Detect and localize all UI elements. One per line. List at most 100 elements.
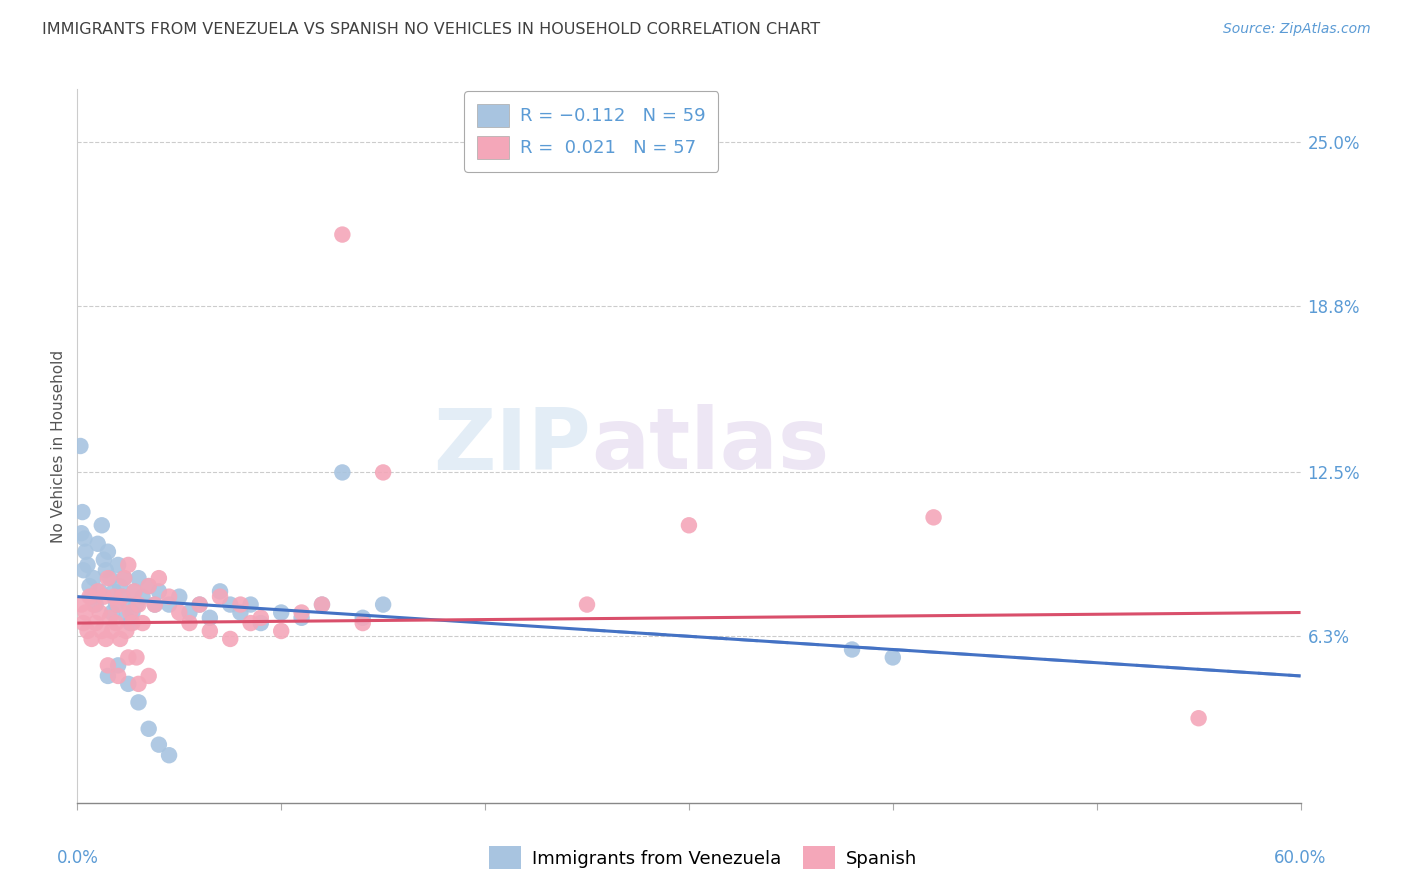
Point: [138, 669, 160, 683]
Point: [128, 571, 150, 585]
Point: [209, 590, 232, 604]
Point: [148, 738, 170, 752]
Point: [72, 616, 94, 631]
Text: IMMIGRANTS FROM VENEZUELA VS SPANISH NO VEHICLES IN HOUSEHOLD CORRELATION CHART: IMMIGRANTS FROM VENEZUELA VS SPANISH NO …: [42, 22, 820, 37]
Point: [76, 624, 98, 638]
Point: [128, 677, 150, 691]
Point: [115, 611, 138, 625]
Point: [117, 677, 139, 691]
Point: [97, 669, 120, 683]
Point: [148, 571, 170, 585]
Point: [89, 584, 111, 599]
Point: [128, 695, 150, 709]
Point: [138, 579, 160, 593]
Point: [371, 598, 394, 612]
Point: [124, 584, 146, 599]
Point: [209, 584, 232, 599]
Point: [80, 632, 103, 646]
Point: [157, 598, 180, 612]
Point: [179, 616, 201, 631]
Point: [131, 590, 153, 604]
Point: [83, 571, 105, 585]
Point: [117, 650, 139, 665]
Point: [120, 616, 142, 631]
Point: [80, 590, 103, 604]
Point: [107, 658, 129, 673]
Point: [128, 598, 150, 612]
Point: [138, 722, 160, 736]
Point: [83, 598, 105, 612]
Point: [188, 598, 211, 612]
Point: [97, 658, 120, 673]
Point: [239, 598, 262, 612]
Point: [678, 518, 700, 533]
Point: [70, 598, 93, 612]
Point: [143, 598, 166, 612]
Point: [291, 611, 314, 625]
Text: 60.0%: 60.0%: [1274, 849, 1327, 867]
Point: [115, 624, 138, 638]
Point: [72, 563, 94, 577]
Point: [125, 598, 148, 612]
Point: [371, 466, 394, 480]
Point: [352, 611, 374, 625]
Point: [94, 632, 117, 646]
Point: [108, 579, 131, 593]
Point: [198, 611, 221, 625]
Point: [103, 584, 125, 599]
Y-axis label: No Vehicles in Household: No Vehicles in Household: [51, 350, 66, 542]
Text: atlas: atlas: [591, 404, 830, 488]
Point: [882, 650, 904, 665]
Point: [105, 616, 128, 631]
Point: [250, 611, 273, 625]
Point: [72, 505, 94, 519]
Point: [169, 590, 191, 604]
Point: [131, 616, 153, 631]
Point: [111, 590, 134, 604]
Point: [101, 624, 124, 638]
Point: [121, 616, 143, 631]
Point: [89, 606, 111, 620]
Point: [179, 606, 201, 620]
Point: [239, 616, 262, 631]
Point: [311, 598, 333, 612]
Point: [107, 558, 129, 572]
Point: [101, 606, 124, 620]
Point: [103, 590, 125, 604]
Point: [219, 598, 242, 612]
Point: [108, 632, 131, 646]
Point: [93, 590, 115, 604]
Point: [143, 598, 166, 612]
Point: [1188, 711, 1211, 725]
Point: [157, 748, 180, 763]
Point: [841, 642, 863, 657]
Point: [90, 624, 112, 638]
Point: [69, 439, 91, 453]
Point: [75, 545, 97, 559]
Point: [157, 590, 180, 604]
Point: [117, 558, 139, 572]
Point: [107, 598, 129, 612]
Point: [97, 545, 120, 559]
Legend: R = −0.112   N = 59, R =  0.021   N = 57: R = −0.112 N = 59, R = 0.021 N = 57: [464, 91, 718, 172]
Point: [87, 537, 110, 551]
Point: [87, 584, 110, 599]
Point: [124, 584, 146, 599]
Point: [229, 606, 252, 620]
Point: [188, 598, 211, 612]
Point: [97, 571, 120, 585]
Text: Source: ZipAtlas.com: Source: ZipAtlas.com: [1223, 22, 1371, 37]
Point: [270, 606, 292, 620]
Point: [125, 650, 148, 665]
Point: [73, 532, 96, 546]
Point: [94, 563, 117, 577]
Legend: Immigrants from Venezuela, Spanish: Immigrants from Venezuela, Spanish: [479, 838, 927, 879]
Point: [84, 598, 107, 612]
Point: [112, 571, 135, 585]
Point: [270, 624, 292, 638]
Point: [229, 598, 252, 612]
Point: [332, 227, 354, 242]
Point: [98, 571, 121, 585]
Point: [98, 611, 121, 625]
Point: [121, 606, 143, 620]
